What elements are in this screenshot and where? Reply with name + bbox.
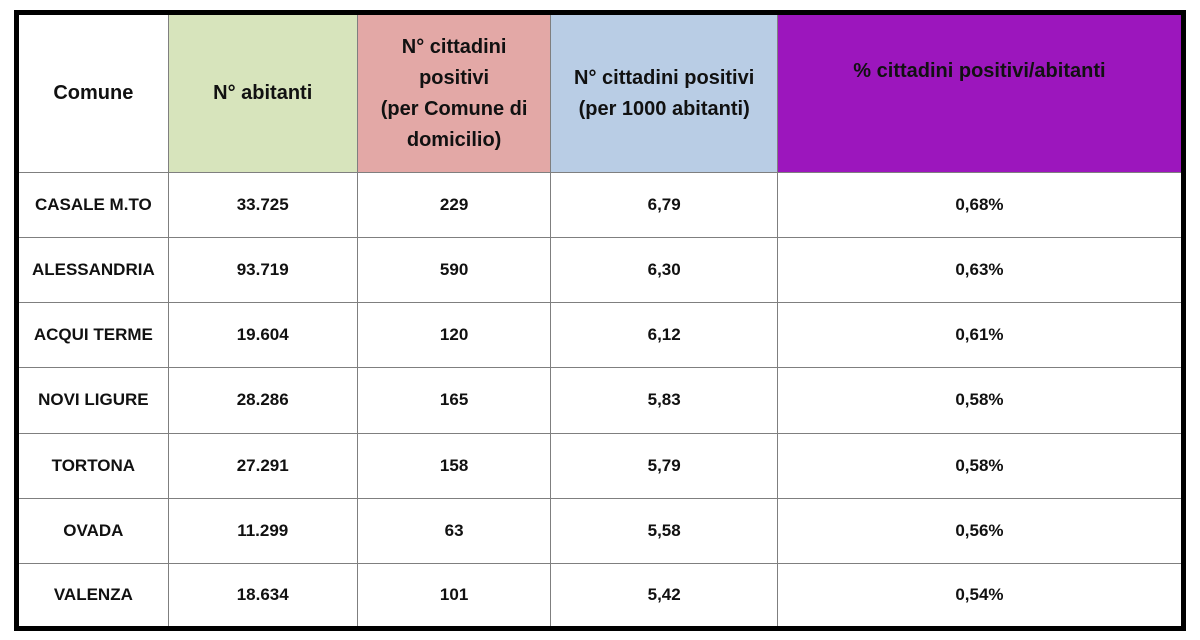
- cell-per1000: 6,30: [550, 237, 778, 304]
- table-row: CASALE M.TO 33.725 229 6,79 0,68%: [16, 171, 1185, 239]
- table-row: VALENZA 18.634 101 5,42 0,54%: [16, 562, 1185, 630]
- cell-per1000: 6,79: [550, 171, 778, 239]
- cell-positivi: 101: [356, 562, 552, 630]
- header-row: Comune N° abitanti N° cittadini positivi…: [16, 12, 1185, 173]
- cell-percent: 0,58%: [776, 367, 1185, 434]
- cell-per1000: 5,58: [550, 497, 778, 564]
- cell-abitanti: 28.286: [167, 367, 358, 434]
- cell-abitanti: 18.634: [167, 562, 358, 630]
- cell-abitanti: 93.719: [167, 237, 358, 304]
- cell-abitanti: 11.299: [167, 497, 358, 564]
- table-row: ACQUI TERME 19.604 120 6,12 0,61%: [16, 302, 1185, 369]
- table-row: TORTONA 27.291 158 5,79 0,58%: [16, 432, 1185, 499]
- cell-positivi: 165: [356, 367, 552, 434]
- cell-positivi: 229: [356, 171, 552, 239]
- header-cell-positivi-domicilio: N° cittadini positivi (per Comune di dom…: [356, 12, 552, 173]
- cell-comune: ALESSANDRIA: [16, 237, 169, 304]
- cell-comune: VALENZA: [16, 562, 169, 630]
- cell-percent: 0,63%: [776, 237, 1185, 304]
- cell-per1000: 5,42: [550, 562, 778, 630]
- table-row: NOVI LIGURE 28.286 165 5,83 0,58%: [16, 367, 1185, 434]
- cell-percent: 0,68%: [776, 171, 1185, 239]
- cell-positivi: 120: [356, 302, 552, 369]
- cell-positivi: 158: [356, 432, 552, 499]
- cell-abitanti: 27.291: [167, 432, 358, 499]
- cell-per1000: 5,83: [550, 367, 778, 434]
- table-row: OVADA 11.299 63 5,58 0,56%: [16, 497, 1185, 564]
- cell-positivi: 590: [356, 237, 552, 304]
- table-row: ALESSANDRIA 93.719 590 6,30 0,63%: [16, 237, 1185, 304]
- cell-per1000: 5,79: [550, 432, 778, 499]
- header-cell-abitanti: N° abitanti: [167, 12, 358, 173]
- cell-abitanti: 19.604: [167, 302, 358, 369]
- cell-percent: 0,56%: [776, 497, 1185, 564]
- cell-percent: 0,58%: [776, 432, 1185, 499]
- positivity-table: Comune N° abitanti N° cittadini positivi…: [14, 10, 1186, 631]
- cell-percent: 0,54%: [776, 562, 1185, 630]
- cell-comune: TORTONA: [16, 432, 169, 499]
- cell-percent: 0,61%: [776, 302, 1185, 369]
- cell-comune: ACQUI TERME: [16, 302, 169, 369]
- header-cell-comune: Comune: [16, 12, 169, 173]
- header-cell-positivi-per-1000: N° cittadini positivi (per 1000 abitanti…: [550, 12, 778, 173]
- header-cell-percent-positivi: % cittadini positivi/abitanti: [776, 12, 1185, 173]
- cell-per1000: 6,12: [550, 302, 778, 369]
- statistics-table-container: Comune N° abitanti N° cittadini positivi…: [14, 10, 1186, 631]
- cell-comune: NOVI LIGURE: [16, 367, 169, 434]
- cell-positivi: 63: [356, 497, 552, 564]
- cell-comune: CASALE M.TO: [16, 171, 169, 239]
- cell-comune: OVADA: [16, 497, 169, 564]
- header-label-percent-positivi: % cittadini positivi/abitanti: [853, 60, 1106, 82]
- cell-abitanti: 33.725: [167, 171, 358, 239]
